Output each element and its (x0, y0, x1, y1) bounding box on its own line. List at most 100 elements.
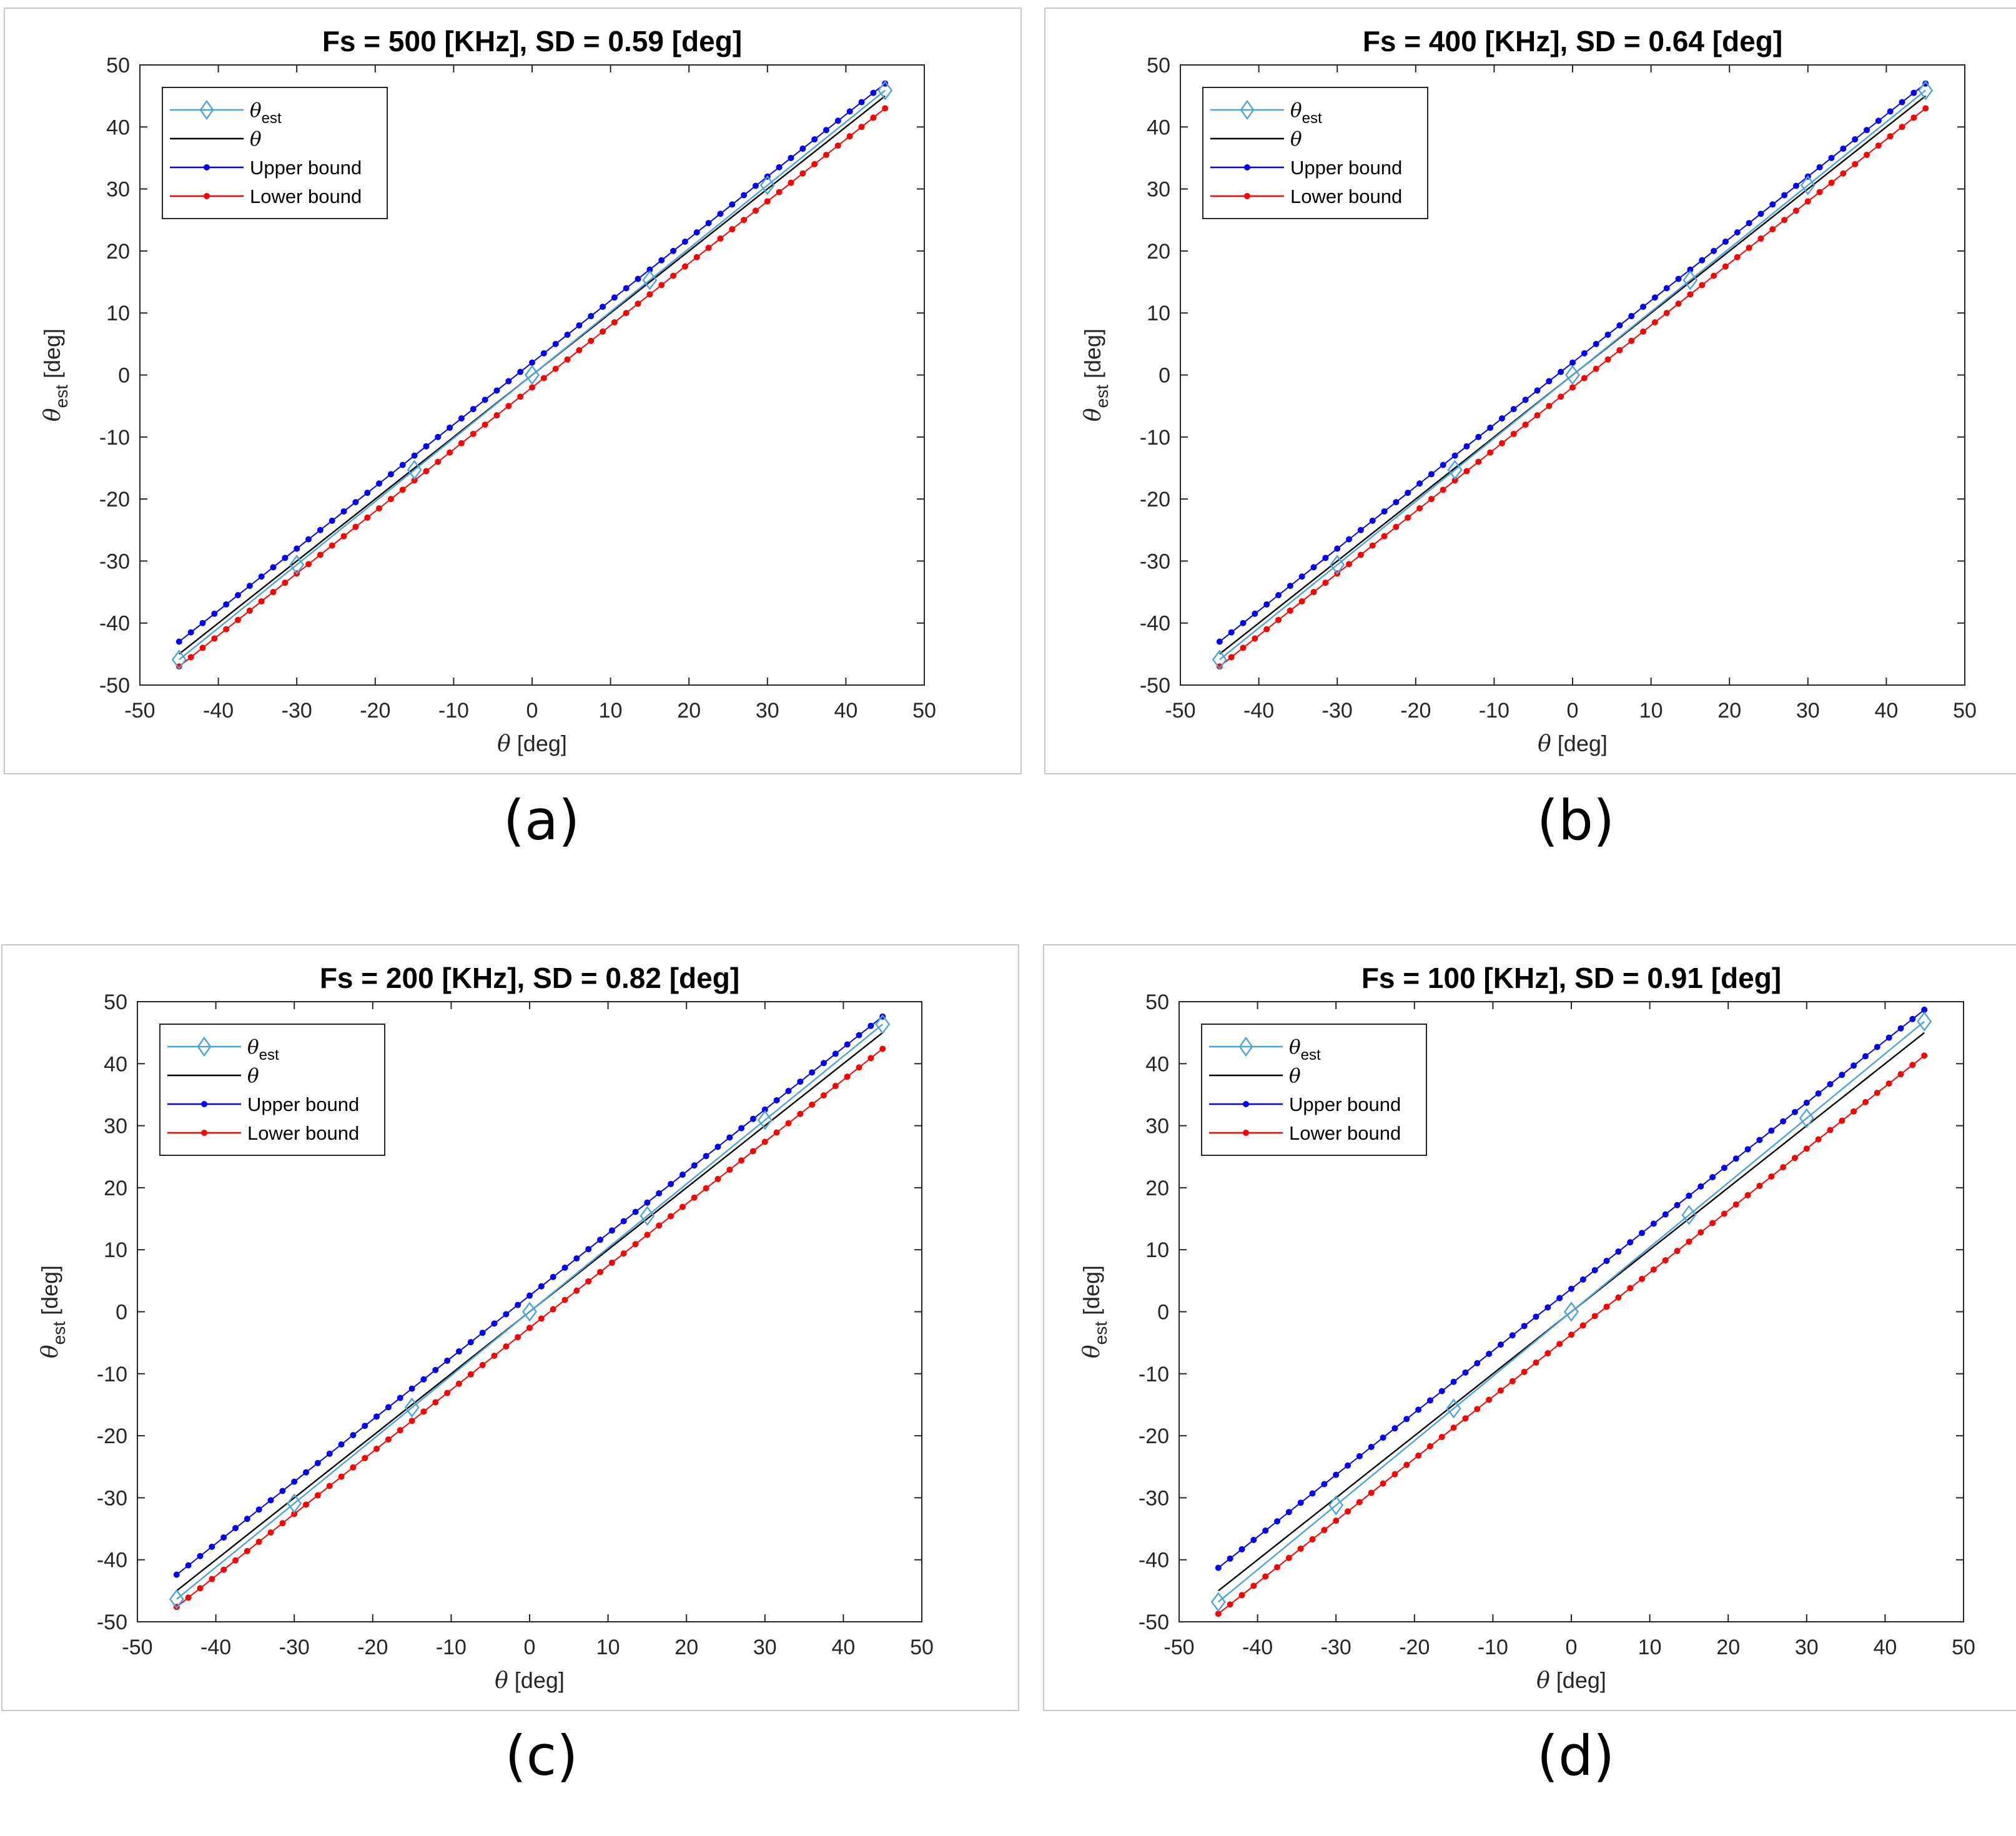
data-point (729, 226, 736, 233)
legend-item: θest (167, 1036, 279, 1064)
data-point (1662, 1211, 1669, 1218)
chart-d: -50 -40 -30 -20 -10 0 10 20 30 40 50 -50 -40 -30 -20 -1… (1079, 962, 1975, 1694)
x-axis-unit: [deg] (1551, 731, 1608, 756)
legend-label: Lower bound (1290, 185, 1402, 207)
data-point (373, 1445, 380, 1452)
data-point (867, 1022, 874, 1029)
data-point (1228, 654, 1235, 661)
data-point (1687, 291, 1694, 298)
y-tick-label: 30 (1147, 178, 1170, 202)
data-point (1757, 210, 1764, 217)
data-point (1639, 1230, 1646, 1236)
legend-text: Lower bound (1290, 185, 1402, 207)
data-point (564, 331, 571, 338)
legend-marker (197, 1036, 212, 1057)
data-point (858, 124, 865, 131)
data-point (1722, 263, 1729, 270)
data-point (1628, 337, 1635, 344)
chart-title: Fs = 100 [KHz], SD = 0.91 [deg] (1361, 962, 1781, 994)
legend-marker (201, 1101, 207, 1107)
legend-text: Lower bound (250, 185, 362, 207)
data-point (550, 1306, 556, 1313)
data-point (289, 555, 305, 575)
data-point (1287, 607, 1293, 614)
y-tick-label: 10 (1145, 1238, 1169, 1262)
data-point (1309, 1490, 1316, 1497)
legend-text: Lower bound (1289, 1122, 1401, 1144)
data-point (444, 1357, 451, 1364)
data-point (529, 384, 535, 391)
legend-label: Upper bound (250, 157, 362, 179)
data-point (714, 1143, 721, 1150)
x-axis-label: θ [deg] (1538, 731, 1608, 757)
data-point (1681, 1205, 1697, 1225)
data-point (1522, 421, 1529, 428)
data-point (387, 471, 394, 478)
series-upperbound-2 (1215, 1006, 1928, 1571)
data-point (350, 1432, 357, 1439)
data-point (287, 1493, 302, 1514)
legend-marker (199, 99, 214, 121)
data-point (187, 654, 194, 661)
data-point (1651, 319, 1658, 326)
data-point (435, 458, 442, 465)
data-point (1875, 117, 1882, 124)
y-axis-label: θest [deg] (1079, 1265, 1110, 1358)
data-point (255, 1506, 262, 1513)
y-tick-label: 30 (106, 178, 130, 202)
data-point (1321, 1527, 1328, 1534)
legend-label: Upper bound (247, 1093, 359, 1115)
data-point (1509, 1378, 1516, 1384)
data-point (1804, 198, 1811, 205)
data-point (211, 635, 218, 642)
data-point (1263, 601, 1270, 608)
data-point (1697, 1183, 1704, 1190)
data-point (270, 564, 277, 571)
data-point (1546, 378, 1553, 385)
data-point (244, 1516, 250, 1523)
data-point (608, 1227, 615, 1234)
legend-label: θest (1289, 1036, 1321, 1064)
data-point (1521, 1323, 1528, 1330)
data-point (717, 235, 724, 242)
data-point (1581, 350, 1588, 357)
legend-text: Upper bound (247, 1093, 359, 1115)
data-point (611, 319, 618, 326)
x-tick-label: 0 (1567, 699, 1579, 723)
data-point (656, 1190, 663, 1197)
data-point (1497, 1387, 1504, 1394)
data-point (642, 270, 658, 290)
data-point (455, 1348, 462, 1355)
legend-item: Lower bound (1210, 185, 1402, 207)
legend-text: Lower bound (247, 1122, 359, 1144)
series-line (1219, 89, 1926, 661)
data-point (846, 108, 853, 115)
data-point (235, 592, 241, 599)
data-point (1426, 1443, 1433, 1449)
legend-marker (1243, 1130, 1249, 1136)
data-point (1840, 146, 1847, 152)
data-point (749, 1148, 756, 1155)
data-point (1447, 460, 1463, 480)
data-point (1640, 328, 1647, 335)
data-point (1462, 1369, 1469, 1376)
data-point (1744, 1192, 1751, 1198)
data-point (447, 449, 453, 456)
data-point (246, 583, 253, 590)
data-point (1463, 443, 1470, 450)
data-point (1651, 294, 1658, 301)
data-point (632, 1208, 639, 1215)
data-point (1356, 1453, 1363, 1459)
x-tick-label: -20 (1399, 1636, 1430, 1659)
x-tick-label: 50 (910, 1636, 934, 1659)
x-tick-label: -20 (1400, 699, 1431, 723)
x-axis-unit: [deg] (508, 1667, 565, 1693)
data-point (338, 1441, 345, 1448)
legend-item: Lower bound (1209, 1122, 1401, 1144)
legend-label: θest (247, 1036, 279, 1064)
x-axis-unit: [deg] (1550, 1667, 1606, 1693)
data-point (1839, 1117, 1846, 1124)
y-tick-label: -10 (1139, 1363, 1169, 1386)
data-point (1357, 526, 1364, 533)
data-point (646, 266, 653, 273)
